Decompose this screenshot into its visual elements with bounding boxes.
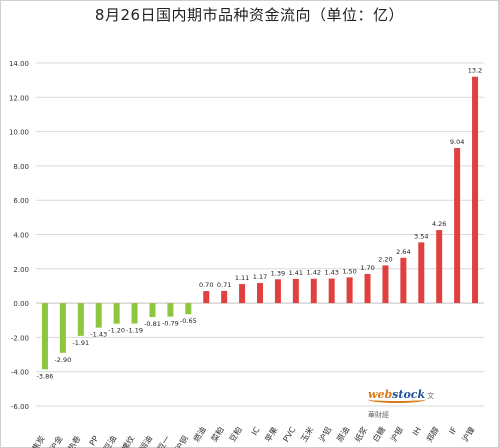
bar bbox=[167, 303, 174, 317]
y-tick-label: 6.00 bbox=[13, 197, 29, 205]
data-label: -2.90 bbox=[54, 356, 71, 364]
y-tick-label: -4.00 bbox=[11, 369, 29, 377]
data-label: -1.91 bbox=[72, 339, 89, 347]
bar bbox=[203, 291, 210, 304]
y-tick-label: 14.00 bbox=[9, 60, 29, 68]
x-category-label: 纸浆 bbox=[352, 425, 369, 444]
x-category-label: 郑醇 bbox=[424, 425, 441, 444]
x-category-label: 苹果 bbox=[263, 425, 280, 444]
x-category-label: 沪金 bbox=[48, 434, 65, 448]
data-label: 1.11 bbox=[235, 274, 249, 282]
bar bbox=[418, 242, 425, 304]
y-tick-label: 10.00 bbox=[9, 129, 29, 137]
x-category-label: 白糖 bbox=[370, 425, 387, 444]
data-label: -3.86 bbox=[37, 372, 54, 380]
data-label: 0.70 bbox=[199, 281, 213, 289]
data-label: 13.2 bbox=[468, 67, 482, 75]
x-category-label: IF bbox=[447, 425, 459, 436]
x-category-label: 沪银 bbox=[388, 425, 405, 444]
bar bbox=[472, 76, 479, 304]
x-category-label: IC bbox=[250, 425, 262, 437]
bar bbox=[185, 303, 192, 315]
bar bbox=[59, 303, 66, 353]
data-label: 2.64 bbox=[396, 248, 410, 256]
bar bbox=[454, 148, 461, 304]
x-category-label: PP bbox=[88, 434, 101, 447]
bar bbox=[221, 290, 228, 304]
data-label: 1.50 bbox=[342, 267, 356, 275]
x-category-label: 豆粕 bbox=[227, 425, 244, 444]
bar bbox=[113, 303, 120, 324]
bar bbox=[328, 278, 335, 304]
y-tick-label: 4.00 bbox=[13, 232, 29, 240]
bar bbox=[310, 278, 317, 304]
bar bbox=[274, 279, 281, 304]
x-category-label: 沪铜 bbox=[173, 434, 190, 448]
bar bbox=[382, 265, 389, 304]
bar bbox=[77, 303, 84, 336]
x-category-label: 燃油 bbox=[191, 425, 208, 444]
y-tick-label: 12.00 bbox=[9, 94, 29, 102]
y-tick-label: 0.00 bbox=[13, 300, 29, 308]
data-label: 4.26 bbox=[432, 220, 446, 228]
data-label: -1.20 bbox=[108, 327, 125, 335]
bar bbox=[131, 303, 138, 324]
data-label: -0.65 bbox=[180, 317, 197, 325]
data-label: 1.41 bbox=[289, 269, 303, 277]
chart-title: 8月26日国内期市品种资金流向（单位：亿） bbox=[94, 6, 405, 24]
x-category-label: 沪镍 bbox=[460, 425, 477, 444]
bar bbox=[436, 230, 443, 304]
bar bbox=[364, 273, 371, 304]
data-label: -1.43 bbox=[90, 331, 107, 339]
y-tick-label: 2.00 bbox=[13, 266, 29, 274]
x-category-label: 原油 bbox=[334, 425, 351, 444]
webstock-logo: webstock 文華財經 bbox=[368, 383, 438, 419]
bar bbox=[346, 277, 353, 304]
data-label: 2.20 bbox=[378, 255, 392, 263]
logo-swoosh bbox=[368, 396, 426, 403]
bar bbox=[41, 303, 48, 370]
bar bbox=[257, 283, 263, 304]
data-label: 1.42 bbox=[307, 269, 321, 277]
bar bbox=[400, 257, 407, 304]
x-category-label: 菜粕 bbox=[209, 425, 226, 444]
data-label: 1.43 bbox=[324, 269, 338, 277]
data-label: 1.17 bbox=[253, 273, 267, 281]
x-category-label: IH bbox=[411, 425, 423, 437]
x-category-label: 豆一 bbox=[156, 434, 172, 448]
x-category-label: 热卷 bbox=[66, 434, 83, 448]
data-label: -0.79 bbox=[162, 320, 179, 328]
data-label: -1.19 bbox=[126, 327, 143, 335]
data-label: 0.71 bbox=[217, 281, 231, 289]
x-category-label: 沪铝 bbox=[316, 425, 333, 444]
data-label: 9.04 bbox=[450, 138, 464, 146]
logo-subtitle: 文華財經 bbox=[368, 392, 435, 419]
x-category-label: PVC bbox=[281, 425, 297, 444]
y-tick-label: -2.00 bbox=[11, 334, 29, 342]
data-label: -0.81 bbox=[144, 320, 161, 328]
data-label: 3.54 bbox=[414, 232, 428, 240]
bar bbox=[239, 284, 246, 304]
x-category-label: 焦炭 bbox=[30, 434, 47, 448]
x-category-label: 豆油 bbox=[101, 434, 118, 448]
bar bbox=[149, 303, 156, 317]
data-label: 1.39 bbox=[271, 269, 285, 277]
x-category-label: 玉米 bbox=[298, 425, 315, 444]
bar bbox=[95, 303, 102, 328]
x-category-label: 棕榈油 bbox=[133, 434, 154, 448]
y-tick-label: -6.00 bbox=[11, 403, 29, 411]
y-tick-label: 8.00 bbox=[13, 163, 29, 171]
data-label: 1.70 bbox=[360, 264, 374, 272]
x-category-label: 螺纹 bbox=[119, 434, 136, 448]
bar bbox=[292, 278, 299, 304]
